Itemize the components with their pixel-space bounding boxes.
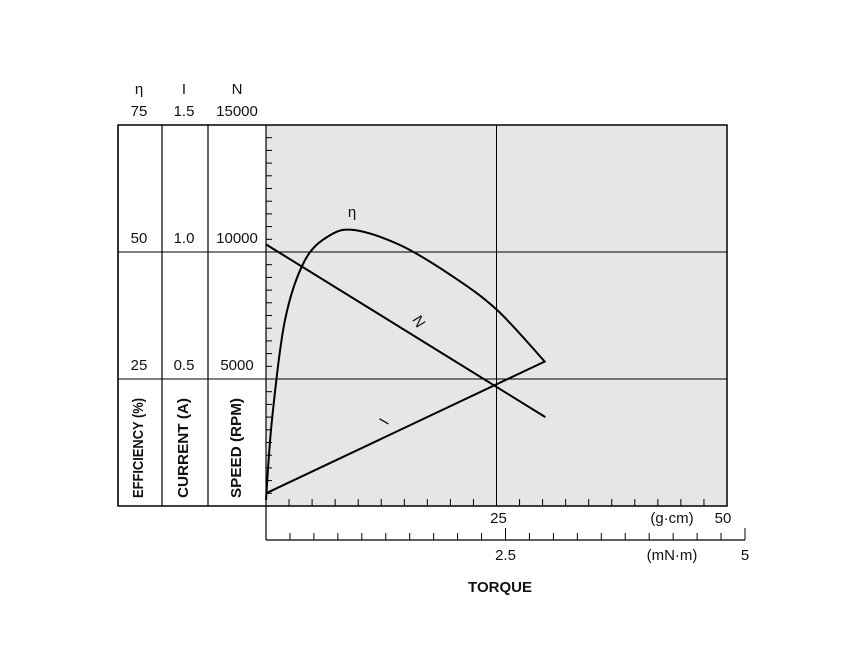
y-tick-label: 15000	[216, 103, 258, 120]
series-line	[265, 228, 547, 500]
axis-symbol: I	[182, 81, 186, 98]
series-label: η	[348, 204, 356, 221]
y-tick-label: 5000	[220, 357, 253, 374]
axis-symbol: N	[232, 81, 243, 98]
x-axis-title: TORQUE	[468, 579, 532, 596]
y-tick-label: 10000	[216, 230, 258, 247]
y-axis-title: EFFICIENCY (%)	[130, 398, 147, 498]
series-line	[265, 243, 546, 418]
x-tick-label: 25	[490, 510, 507, 527]
x-tick-label: 50	[715, 510, 732, 527]
y-axis-title: SPEED (RPM)	[228, 398, 245, 498]
y-tick-label: 0.5	[174, 357, 195, 374]
x2-tick-label: 2.5	[495, 547, 516, 564]
x-unit: (g·cm)	[650, 510, 693, 527]
y-tick-label: 75	[131, 103, 148, 120]
x2-tick-label: 5	[741, 547, 749, 564]
y-tick-label: 1.5	[174, 103, 195, 120]
y-tick-label: 1.0	[174, 230, 195, 247]
axis-panel	[118, 125, 266, 506]
series-line	[265, 360, 546, 495]
x2-unit: (mN·m)	[647, 547, 698, 564]
axis-symbol: η	[135, 81, 143, 98]
y-axis-title: CURRENT (A)	[175, 398, 192, 498]
y-tick-label: 25	[131, 357, 148, 374]
frame	[117, 124, 728, 507]
y-tick-label: 50	[131, 230, 148, 247]
